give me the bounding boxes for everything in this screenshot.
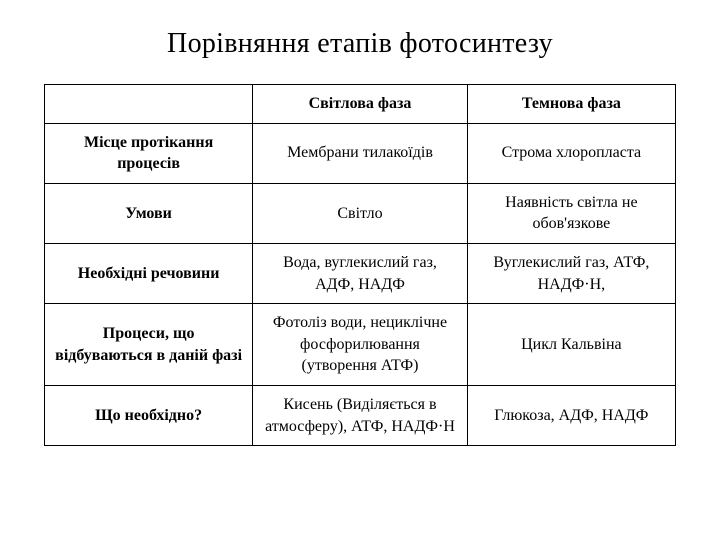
table-row: Що необхідно? Кисень (Виділяється в атмо…	[45, 385, 676, 445]
table-row: Процеси, що відбуваються в даній фазі Фо…	[45, 304, 676, 386]
table-row: Місце протікання процесів Мембрани тилак…	[45, 123, 676, 183]
cell: Світло	[253, 183, 468, 243]
cell: Глюкоза, АДФ, НАДФ	[467, 385, 675, 445]
table-header-empty	[45, 85, 253, 124]
cell: Вуглекислий газ, АТФ, НАДФ·Н,	[467, 243, 675, 303]
page-title: Порівняння етапів фотосинтезу	[44, 28, 676, 60]
cell: Вода, вуглекислий газ, АДФ, НАДФ	[253, 243, 468, 303]
cell: Наявність світла не обов'язкове	[467, 183, 675, 243]
row-header: Процеси, що відбуваються в даній фазі	[45, 304, 253, 386]
cell: Фотоліз води, нециклічне фосфорилювання …	[253, 304, 468, 386]
comparison-table: Світлова фаза Темнова фаза Місце протіка…	[44, 84, 676, 446]
row-header: Що необхідно?	[45, 385, 253, 445]
table-header-col1: Світлова фаза	[253, 85, 468, 124]
table-header-row: Світлова фаза Темнова фаза	[45, 85, 676, 124]
cell: Кисень (Виділяється в атмосферу), АТФ, Н…	[253, 385, 468, 445]
row-header: Умови	[45, 183, 253, 243]
table-row: Умови Світло Наявність світла не обов'яз…	[45, 183, 676, 243]
row-header: Необхідні речовини	[45, 243, 253, 303]
cell: Строма хлоропласта	[467, 123, 675, 183]
table-header-col2: Темнова фаза	[467, 85, 675, 124]
cell: Мембрани тилакоїдів	[253, 123, 468, 183]
cell: Цикл Кальвіна	[467, 304, 675, 386]
table-row: Необхідні речовини Вода, вуглекислий газ…	[45, 243, 676, 303]
row-header: Місце протікання процесів	[45, 123, 253, 183]
